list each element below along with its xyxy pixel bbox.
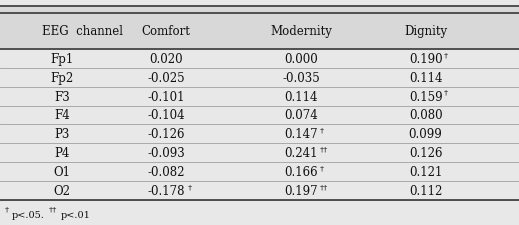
Text: 0.114: 0.114 [284, 90, 318, 103]
Text: ††: †† [49, 204, 58, 212]
Text: EEG  channel: EEG channel [42, 25, 122, 38]
Text: P4: P4 [54, 147, 70, 160]
Text: 0.114: 0.114 [409, 71, 442, 84]
Text: -0.101: -0.101 [147, 90, 185, 103]
Text: †: † [444, 88, 448, 97]
Text: -0.104: -0.104 [147, 109, 185, 122]
Text: -0.082: -0.082 [147, 166, 185, 178]
Text: 0.126: 0.126 [409, 147, 442, 160]
Text: Dignity: Dignity [404, 25, 447, 38]
Text: 0.197: 0.197 [284, 184, 318, 197]
Text: †: † [319, 126, 323, 134]
Text: 0.080: 0.080 [409, 109, 442, 122]
Text: †: † [188, 183, 192, 191]
Text: 0.074: 0.074 [284, 109, 318, 122]
Text: ††: †† [319, 183, 327, 191]
Text: †: † [319, 164, 323, 172]
Text: 0.000: 0.000 [284, 52, 318, 65]
Text: -0.025: -0.025 [147, 71, 185, 84]
Text: 0.020: 0.020 [149, 52, 183, 65]
Text: ††: †† [319, 145, 327, 153]
Text: P3: P3 [54, 128, 70, 141]
Text: O2: O2 [54, 184, 71, 197]
Text: 0.099: 0.099 [408, 128, 443, 141]
FancyBboxPatch shape [0, 7, 519, 50]
Text: 0.159: 0.159 [409, 90, 442, 103]
Text: p<.01: p<.01 [61, 210, 91, 219]
Text: 0.241: 0.241 [284, 147, 318, 160]
Text: -0.035: -0.035 [282, 71, 320, 84]
Text: 0.121: 0.121 [409, 166, 442, 178]
Text: -0.126: -0.126 [147, 128, 185, 141]
Text: Fp1: Fp1 [51, 52, 74, 65]
Text: Fp2: Fp2 [51, 71, 74, 84]
Text: †: † [5, 204, 9, 212]
Text: 0.166: 0.166 [284, 166, 318, 178]
Text: -0.178: -0.178 [147, 184, 185, 197]
Text: 0.190: 0.190 [409, 52, 442, 65]
Text: 0.147: 0.147 [284, 128, 318, 141]
Text: F3: F3 [54, 90, 70, 103]
Text: O1: O1 [54, 166, 71, 178]
Text: -0.093: -0.093 [147, 147, 185, 160]
Text: Modernity: Modernity [270, 25, 332, 38]
Text: †: † [444, 51, 448, 59]
Text: F4: F4 [54, 109, 70, 122]
Text: 0.112: 0.112 [409, 184, 442, 197]
Text: p<.05.: p<.05. [11, 210, 44, 219]
Text: Comfort: Comfort [142, 25, 190, 38]
